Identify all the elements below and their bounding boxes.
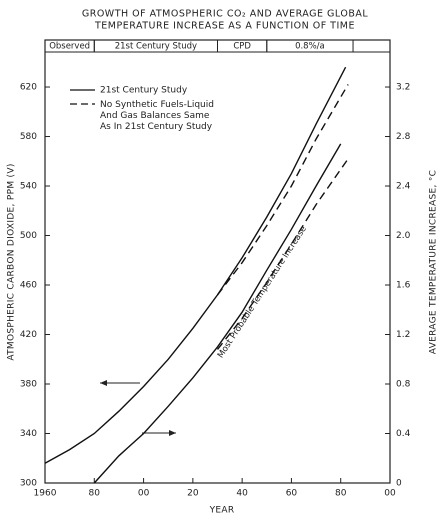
annotation: Most Probable Temperature Increase <box>216 224 309 360</box>
period-label: 0.8%/a <box>295 42 325 52</box>
x-tick-label: 1960 <box>34 489 57 499</box>
y2-tick-label: 0 <box>396 479 402 489</box>
y-tick-label: 300 <box>20 479 37 489</box>
series-line <box>93 143 342 484</box>
y-tick-label: 340 <box>20 429 37 439</box>
period-label: Observed <box>49 42 90 52</box>
y2-tick-label: 1.2 <box>396 330 410 340</box>
y2-tick-label: 2.8 <box>396 132 411 142</box>
arrow-head <box>169 430 176 436</box>
x-tick-label: 60 <box>286 489 298 499</box>
x-axis-title: YEAR <box>209 506 235 516</box>
y2-tick-label: 0.8 <box>396 380 411 390</box>
x-tick-label: 80 <box>335 489 347 499</box>
chart-title: GROWTH OF ATMOSPHERIC CO₂ AND AVERAGE GL… <box>82 9 368 20</box>
y2-tick-label: 2.4 <box>396 182 411 192</box>
legend-label: No Synthetic Fuels-Liquid And Gas Balance… <box>100 100 214 132</box>
period-label: 21st Century Study <box>115 42 197 52</box>
y2-tick-label: 1.6 <box>396 281 411 291</box>
y-tick-label: 540 <box>20 182 37 192</box>
y2-tick-label: 2.0 <box>396 231 411 241</box>
y-tick-label: 580 <box>20 132 37 142</box>
legend-label: 21st Century Study <box>100 86 188 96</box>
y-tick-label: 420 <box>20 330 37 340</box>
y-tick-label: 380 <box>20 380 37 390</box>
arrow-head <box>100 380 107 386</box>
x-tick-label: 40 <box>236 489 248 499</box>
x-tick-label: 20 <box>187 489 199 499</box>
series-line <box>216 84 349 296</box>
y-tick-label: 620 <box>20 83 37 93</box>
y2-tick-label: 3.2 <box>396 83 410 93</box>
x-tick-label: 00 <box>384 489 396 499</box>
series-line <box>44 66 347 464</box>
x-tick-label: 80 <box>89 489 101 499</box>
x-tick-label: 00 <box>138 489 150 499</box>
y-axis-title: ATMOSPHERIC CARBON DIOXIDE, PPM (V) <box>7 163 17 360</box>
y-tick-label: 460 <box>20 281 37 291</box>
series-line <box>216 158 349 350</box>
y-tick-label: 500 <box>20 231 37 241</box>
y2-axis-title: AVERAGE TEMPERATURE INCREASE, °C <box>429 170 439 354</box>
chart-title: TEMPERATURE INCREASE AS A FUNCTION OF TI… <box>94 21 355 32</box>
y2-tick-label: 0.4 <box>396 429 411 439</box>
period-label: CPD <box>233 42 251 52</box>
